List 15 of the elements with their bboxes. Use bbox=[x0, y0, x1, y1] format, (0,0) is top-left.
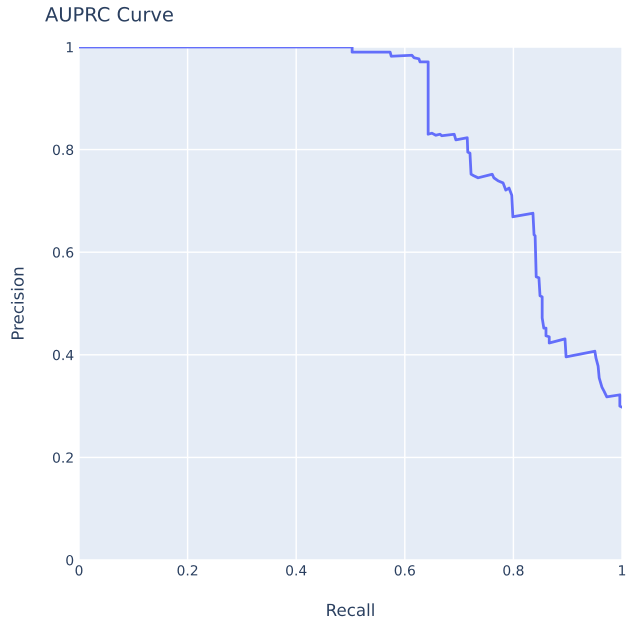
x-tick-label: 0.4 bbox=[286, 565, 306, 576]
y-tick-label: 1 bbox=[66, 42, 73, 52]
x-tick-label: 0 bbox=[75, 565, 82, 576]
x-axis-title: Recall bbox=[327, 603, 374, 616]
chart-title: AUPRC Curve bbox=[45, 6, 173, 22]
y-tick-label: 0.8 bbox=[52, 144, 74, 156]
y-tick-label: 0.6 bbox=[52, 247, 74, 258]
x-tick-label: 1 bbox=[619, 565, 626, 576]
y-tick-label: 0 bbox=[66, 554, 74, 566]
y-tick-label: 0.4 bbox=[52, 350, 74, 360]
y-axis-title: Precision bbox=[10, 268, 24, 340]
y-tick-label: 0.2 bbox=[52, 452, 73, 463]
x-tick-label: 0.6 bbox=[394, 565, 415, 576]
x-tick-label: 0.8 bbox=[503, 565, 524, 576]
x-tick-label: 0.2 bbox=[177, 565, 198, 576]
